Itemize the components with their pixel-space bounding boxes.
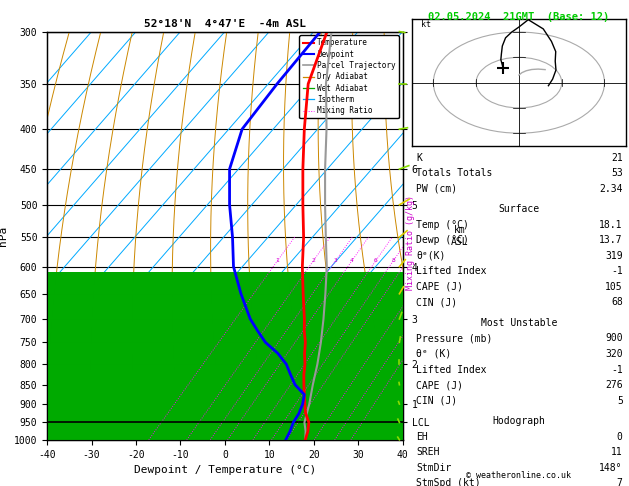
Text: θᵉ (K): θᵉ (K)	[416, 349, 452, 359]
Text: Surface: Surface	[498, 204, 540, 214]
Legend: Temperature, Dewpoint, Parcel Trajectory, Dry Adiabat, Wet Adiabat, Isotherm, Mi: Temperature, Dewpoint, Parcel Trajectory…	[299, 35, 399, 118]
Text: CAPE (J): CAPE (J)	[416, 380, 464, 390]
Text: Pressure (mb): Pressure (mb)	[416, 333, 493, 344]
Text: 02.05.2024  21GMT  (Base: 12): 02.05.2024 21GMT (Base: 12)	[428, 12, 610, 22]
Text: SREH: SREH	[416, 447, 440, 457]
Text: 53: 53	[611, 168, 623, 178]
Y-axis label: hPa: hPa	[0, 226, 8, 246]
Text: K: K	[416, 153, 422, 163]
Text: Lifted Index: Lifted Index	[416, 364, 487, 375]
Text: CIN (J): CIN (J)	[416, 297, 457, 308]
Text: StmSpd (kt): StmSpd (kt)	[416, 478, 481, 486]
Text: -1: -1	[611, 266, 623, 277]
Text: 105: 105	[605, 282, 623, 292]
Text: 68: 68	[611, 297, 623, 308]
Text: 13.7: 13.7	[599, 235, 623, 245]
Text: 276: 276	[605, 380, 623, 390]
Text: © weatheronline.co.uk: © weatheronline.co.uk	[467, 471, 571, 480]
Text: Hodograph: Hodograph	[493, 416, 545, 426]
Text: 3: 3	[333, 259, 337, 263]
Text: 2: 2	[311, 259, 315, 263]
Text: 18.1: 18.1	[599, 220, 623, 230]
Text: 7: 7	[617, 478, 623, 486]
Text: 320: 320	[605, 349, 623, 359]
Y-axis label: km
ASL: km ASL	[451, 225, 469, 246]
Text: EH: EH	[416, 432, 428, 442]
Text: 6: 6	[374, 259, 377, 263]
Text: 148°: 148°	[599, 463, 623, 473]
Text: 5: 5	[617, 396, 623, 406]
Text: 319: 319	[605, 251, 623, 261]
Text: StmDir: StmDir	[416, 463, 452, 473]
Text: Dewp (°C): Dewp (°C)	[416, 235, 469, 245]
Text: Mixing Ratio (g/kg): Mixing Ratio (g/kg)	[406, 195, 415, 291]
Title: 52°18'N  4°47'E  -4m ASL: 52°18'N 4°47'E -4m ASL	[144, 19, 306, 30]
Text: 0: 0	[617, 432, 623, 442]
Text: PW (cm): PW (cm)	[416, 184, 457, 194]
X-axis label: Dewpoint / Temperature (°C): Dewpoint / Temperature (°C)	[134, 465, 316, 475]
Text: Lifted Index: Lifted Index	[416, 266, 487, 277]
Text: 1: 1	[276, 259, 279, 263]
Text: 21: 21	[611, 153, 623, 163]
Text: kt: kt	[421, 20, 430, 29]
Text: Most Unstable: Most Unstable	[481, 318, 557, 328]
Text: Totals Totals: Totals Totals	[416, 168, 493, 178]
Text: 11: 11	[611, 447, 623, 457]
Text: 900: 900	[605, 333, 623, 344]
Text: Temp (°C): Temp (°C)	[416, 220, 469, 230]
Text: 8: 8	[391, 259, 395, 263]
Text: CIN (J): CIN (J)	[416, 396, 457, 406]
Text: 4: 4	[350, 259, 353, 263]
Text: 2.34: 2.34	[599, 184, 623, 194]
Text: CAPE (J): CAPE (J)	[416, 282, 464, 292]
Text: -1: -1	[611, 364, 623, 375]
Text: θᵉ(K): θᵉ(K)	[416, 251, 446, 261]
